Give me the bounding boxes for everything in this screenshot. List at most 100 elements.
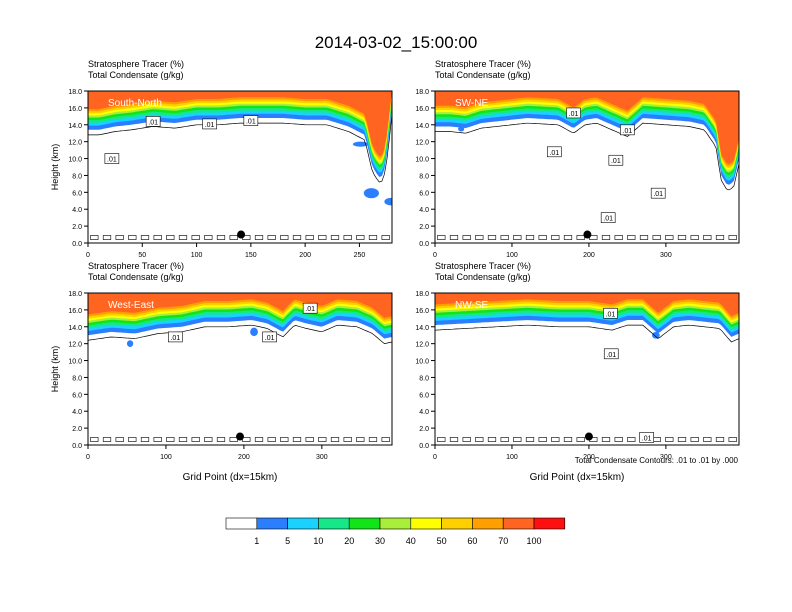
y-tick-label: 8.0 <box>72 173 82 180</box>
colorbar-swatch <box>348 517 381 530</box>
tracer-band-4 <box>88 91 392 168</box>
x-tick-label: 50 <box>138 252 146 259</box>
contour-label-text: .01 <box>606 352 616 359</box>
y-tick-label: 4.0 <box>419 409 429 416</box>
low-cloud-contours <box>90 235 390 240</box>
contour-label-text: .01 <box>569 111 579 118</box>
y-tick-label: 18.0 <box>68 291 82 298</box>
x-tick-label: 200 <box>583 454 595 461</box>
contour-label-text: .01 <box>246 119 256 126</box>
panel-region-label: South-North <box>108 98 162 109</box>
x-tick-label: 150 <box>245 252 257 259</box>
contour-label: .01 <box>168 331 183 343</box>
y-tick-label: 0.0 <box>419 241 429 248</box>
x-tick-label: 0 <box>86 252 90 259</box>
contour-label: .01 <box>620 124 635 136</box>
colorbar-label: 60 <box>467 536 477 546</box>
location-marker <box>236 432 244 441</box>
y-tick-label: 6.0 <box>72 190 82 197</box>
x-tick-label: 200 <box>238 454 250 461</box>
y-tick-label: 10.0 <box>68 359 82 366</box>
colorbar-label: 50 <box>437 536 447 546</box>
plot-frame <box>434 292 740 446</box>
panels: Stratosphere Tracer (%) Total Condensate … <box>50 59 740 483</box>
y-tick-label: 18.0 <box>415 291 429 298</box>
tracer-band-9 <box>435 91 739 165</box>
y-tick-label: 14.0 <box>415 123 429 130</box>
plot-area: .01 .01 .01 .01 .01 .01 <box>435 91 739 243</box>
y-tick-label: 14.0 <box>68 123 82 130</box>
contour-label-text: .01 <box>623 128 633 135</box>
tracer-band-5 <box>88 91 392 165</box>
contour-label: .01 <box>104 153 120 164</box>
y-tick-label: 4.0 <box>72 409 82 416</box>
tracer-patch <box>126 340 134 348</box>
y-tick-label: 10.0 <box>68 157 82 164</box>
contour-label-text: .01 <box>205 122 215 129</box>
y-tick-label: 12.0 <box>68 140 82 147</box>
colorbar-label: 1 <box>254 536 259 546</box>
colorbar-label: 30 <box>375 536 385 546</box>
panel-sw-ne: Stratosphere Tracer (%)Total Condensate … <box>415 59 740 259</box>
y-tick-label: 16.0 <box>415 308 429 315</box>
colorbar-swatch <box>441 517 473 530</box>
y-tick-label: 16.0 <box>415 106 429 113</box>
contour-label: .01 <box>639 432 654 443</box>
y-tick-label: 12.0 <box>68 342 82 349</box>
x-tick-label: 300 <box>660 252 672 259</box>
location-marker <box>584 432 593 441</box>
x-axis-label: Grid Point (dx=15km) <box>530 472 625 483</box>
y-axis-label: Height (km) <box>50 346 60 393</box>
y-tick-label: 14.0 <box>68 325 82 332</box>
contour-label: .01 <box>600 212 616 223</box>
colorbar: 1 5 10 20 30 40 50 60 70 100 <box>225 517 566 546</box>
x-tick-label: 100 <box>506 252 518 259</box>
panel-header-tracer: Stratosphere Tracer (%) <box>435 261 531 271</box>
panel-nw-se: Stratosphere Tracer (%)Total Condensate … <box>415 261 740 483</box>
colorbar-label: 5 <box>285 536 290 546</box>
y-tick-label: 0.0 <box>419 443 429 450</box>
y-tick-label: 0.0 <box>72 241 82 248</box>
y-tick-label: 6.0 <box>419 190 429 197</box>
colorbar-swatch <box>225 517 258 530</box>
contour-label-text: .01 <box>611 158 621 165</box>
plot-area: .01 .01 .01 <box>435 293 739 445</box>
tracer-band-2 <box>435 91 739 181</box>
panel-region-label: West-East <box>108 300 154 311</box>
contour-label: .01 <box>145 116 161 127</box>
x-tick-label: 300 <box>660 454 672 461</box>
y-tick-label: 18.0 <box>415 89 429 96</box>
y-tick-label: 6.0 <box>72 392 82 399</box>
panel-south-north: Stratosphere Tracer (%)Total Condensate … <box>50 59 393 259</box>
plot-area: .01 .01 .01 <box>88 293 392 445</box>
y-tick-label: 14.0 <box>415 325 429 332</box>
y-tick-label: 2.0 <box>72 426 82 433</box>
contour-label: .01 <box>608 154 624 166</box>
y-tick-label: 8.0 <box>419 173 429 180</box>
colorbar-swatch <box>472 517 504 530</box>
colorbar-swatch <box>502 517 535 530</box>
condensate-contour <box>88 112 392 183</box>
panel-header-tracer: Stratosphere Tracer (%) <box>88 261 184 271</box>
condensate-contour <box>435 324 739 343</box>
x-tick-label: 100 <box>506 454 518 461</box>
x-axis-label: Grid Point (dx=15km) <box>183 472 278 483</box>
contour-label: .01 <box>302 302 318 314</box>
condensate-contour <box>88 324 392 344</box>
x-tick-label: 0 <box>433 454 437 461</box>
colorbar-label: 70 <box>498 536 508 546</box>
condensate-contour <box>435 122 739 191</box>
y-tick-label: 0.0 <box>72 443 82 450</box>
tracer-patch <box>250 327 258 337</box>
panel-header-condensate: Total Condensate (g/kg) <box>435 70 531 80</box>
y-tick-label: 4.0 <box>72 207 82 214</box>
contour-label-text: .01 <box>148 119 158 126</box>
contour-label: .01 <box>243 115 259 126</box>
y-axis-label: Height (km) <box>50 144 60 191</box>
contour-label-text: .01 <box>170 335 180 342</box>
y-tick-label: 4.0 <box>419 207 429 214</box>
contour-label: .01 <box>202 118 217 130</box>
panel-header-condensate: Total Condensate (g/kg) <box>88 70 184 80</box>
plot-frame <box>87 90 393 244</box>
